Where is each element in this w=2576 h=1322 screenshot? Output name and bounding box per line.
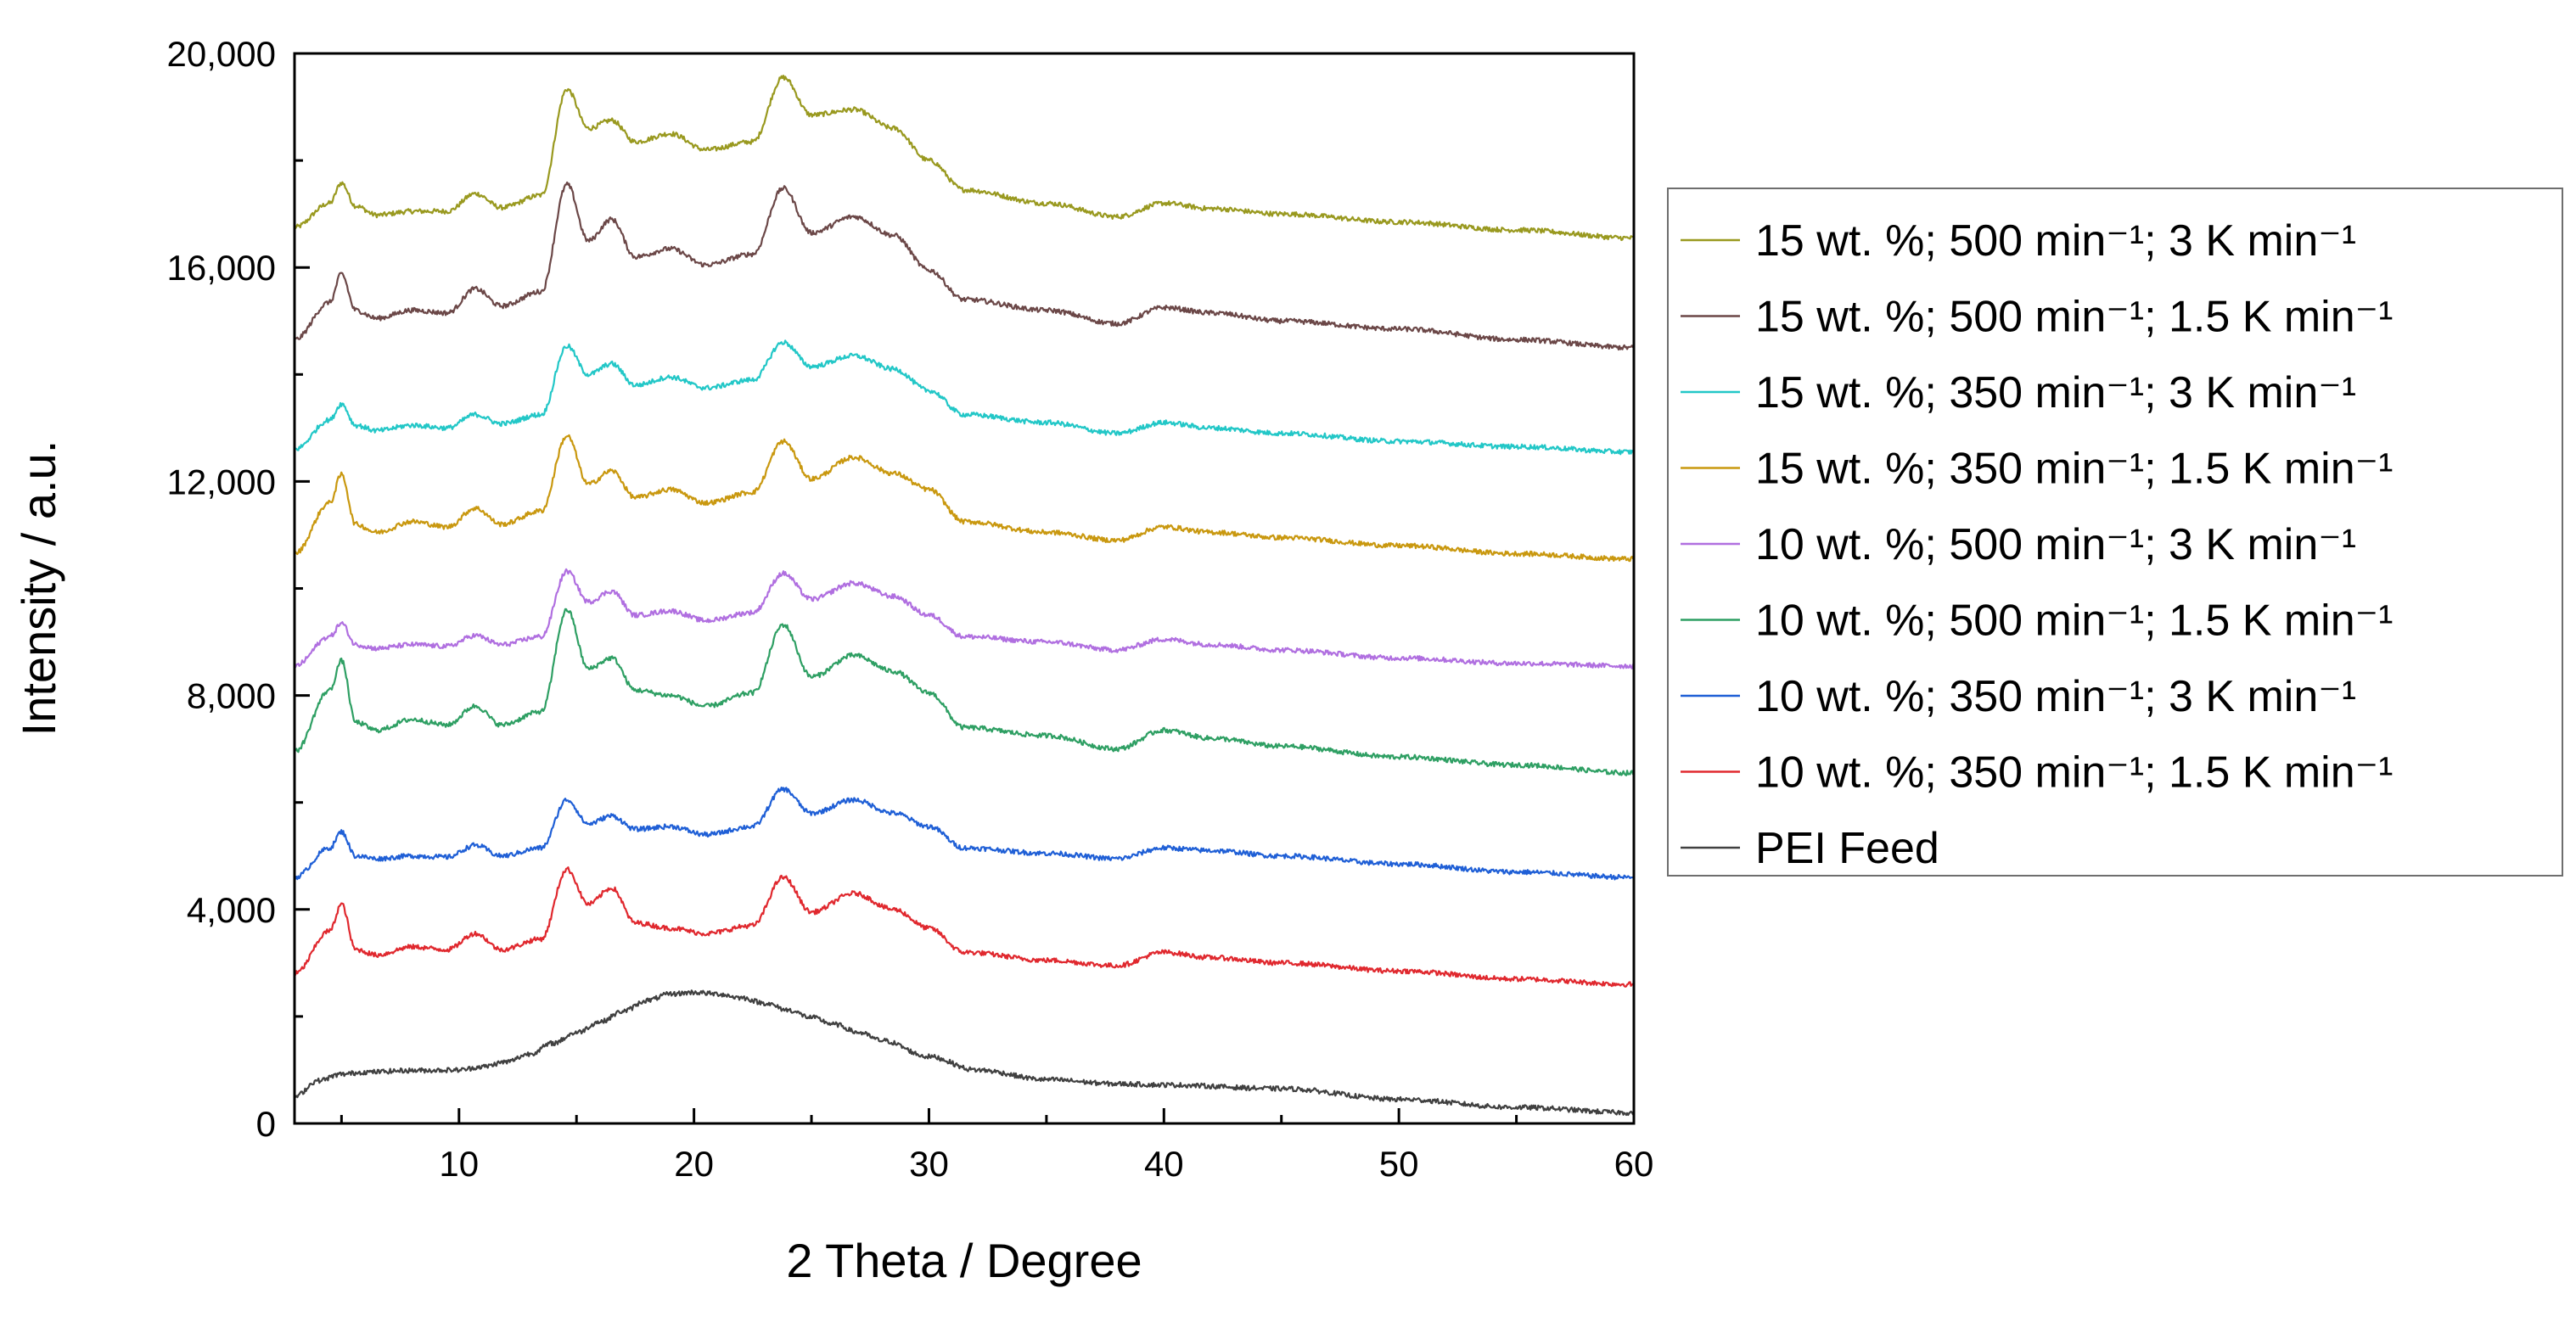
y-tick-label: 20,000 — [167, 34, 276, 74]
series-line-8 — [294, 866, 1635, 988]
x-tick-label: 60 — [1614, 1144, 1654, 1184]
y-tick-label: 12,000 — [167, 462, 276, 501]
y-tick-label: 16,000 — [167, 248, 276, 288]
legend-label-4: 15 wt. %; 350 min⁻¹; 1.5 K min⁻¹ — [1755, 445, 2393, 494]
series-layer — [293, 75, 1636, 1117]
legend-label-1: 15 wt. %; 500 min⁻¹; 3 K min⁻¹ — [1755, 216, 2356, 266]
y-tick-label: 0 — [256, 1104, 276, 1144]
series-line-4 — [293, 434, 1635, 563]
y-tick-label: 8,000 — [187, 676, 276, 716]
x-axis-title: 2 Theta / Degree — [786, 1234, 1142, 1287]
x-axis: 10 20 30 40 50 60 — [340, 1108, 1654, 1184]
legend-label-5: 10 wt. %; 500 min⁻¹; 3 K min⁻¹ — [1755, 520, 2356, 569]
x-tick-label: 50 — [1379, 1144, 1419, 1184]
y-tick-label: 4,000 — [187, 890, 276, 930]
legend-label-2: 15 wt. %; 500 min⁻¹; 1.5 K min⁻¹ — [1755, 293, 2393, 342]
series-line-6 — [293, 608, 1635, 776]
series-line-9 — [293, 989, 1636, 1117]
x-tick-label: 10 — [439, 1144, 479, 1184]
legend-label-6: 10 wt. %; 500 min⁻¹; 1.5 K min⁻¹ — [1755, 597, 2393, 646]
series-line-7 — [293, 786, 1635, 881]
legend-label-3: 15 wt. %; 350 min⁻¹; 3 K min⁻¹ — [1755, 368, 2356, 417]
legend-frame — [1667, 188, 2563, 877]
series-line-3 — [294, 339, 1636, 456]
x-tick-label: 20 — [674, 1144, 714, 1184]
series-line-2 — [293, 181, 1635, 351]
x-tick-label: 40 — [1144, 1144, 1184, 1184]
y-axis: 0 4,000 8,000 12,000 16,000 20,000 — [167, 34, 310, 1144]
legend-label-8: 10 wt. %; 350 min⁻¹; 1.5 K min⁻¹ — [1755, 748, 2393, 798]
y-axis-title: Intensity / a.u. — [12, 440, 65, 737]
legend-label-7: 10 wt. %; 350 min⁻¹; 3 K min⁻¹ — [1755, 672, 2356, 721]
series-line-5 — [294, 568, 1636, 669]
series-line-1 — [294, 75, 1635, 242]
x-tick-label: 30 — [909, 1144, 949, 1184]
legend-label-9: PEI Feed — [1755, 824, 1939, 873]
legend: 15 wt. %; 500 min⁻¹; 3 K min⁻¹ 15 wt. %; … — [1667, 188, 2563, 877]
